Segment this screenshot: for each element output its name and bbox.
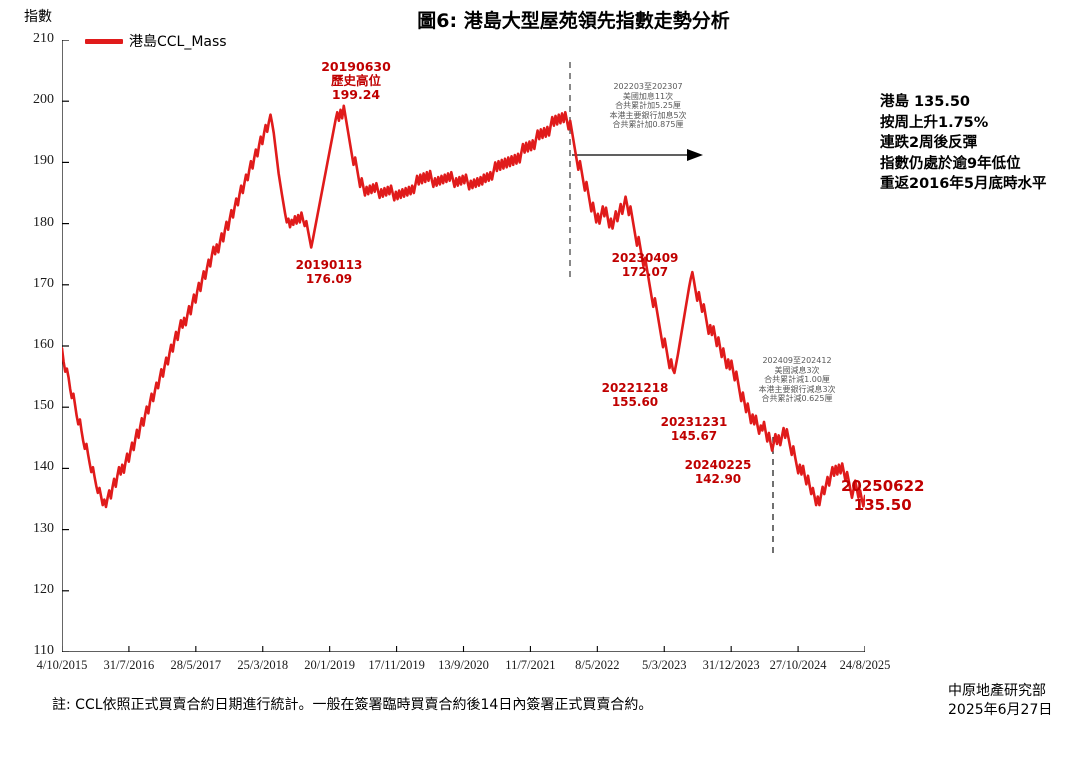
- annotation-line: 20231231: [660, 415, 728, 429]
- x-axis-tick-label: 11/7/2021: [505, 658, 556, 672]
- point-annotation-p2019: 20190113 176.09: [296, 258, 363, 286]
- summary-line: 按周上升1.75%: [880, 114, 989, 131]
- y-axis-tick-label: 110: [33, 643, 54, 658]
- x-axis-tick-label: 31/7/2016: [103, 658, 155, 672]
- y-axis-ticks: [62, 40, 69, 652]
- policy-note-line: 合共累計減1.00厘: [764, 375, 830, 385]
- point-annotation-p2022: 20221218 155.60: [602, 381, 669, 409]
- annotation-line: 20250622: [841, 477, 925, 495]
- legend-series-label: 港島CCL_Mass: [129, 34, 227, 50]
- page-title: 圖6: 港島大型屋苑領先指數走勢分析: [417, 10, 730, 32]
- annotation-line: 20230409: [611, 251, 679, 265]
- series-line-hk-ccl-mass: [62, 104, 865, 509]
- x-axis-tick-label: 31/12/2023: [702, 658, 760, 672]
- y-axis-tick-label: 210: [33, 31, 54, 46]
- policy-note-line: 美國減息3次: [774, 365, 820, 375]
- y-axis-tick-label: 200: [33, 92, 54, 108]
- x-axis-ticks: [62, 646, 865, 652]
- annotation-line: 20240225: [684, 458, 752, 472]
- point-annotation-p2023: 20230409 172.07: [612, 251, 679, 279]
- policy-note-line: 合共累計減0.625厘: [761, 394, 833, 404]
- annotation-line: 歷史高位: [330, 73, 381, 88]
- y-axis-tick-label: 150: [33, 398, 54, 414]
- point-annotation-latest: 20250622 135.50: [841, 477, 925, 515]
- annotation-line: 199.24: [331, 87, 381, 102]
- footnote: 註: CCL依照正式買賣合約日期進行統計。一般在簽署臨時買賣合約後14日內簽署正…: [52, 697, 653, 713]
- x-axis-tick-label: 25/3/2018: [237, 658, 289, 672]
- chart-legend: 港島CCL_Mass: [85, 31, 227, 51]
- x-axis-tick-label: 17/11/2019: [368, 658, 425, 672]
- policy-note-line: 合共累計加0.875厘: [612, 120, 684, 130]
- legend-color-swatch: [85, 38, 123, 44]
- source-date: 2025年6月27日: [948, 702, 1053, 718]
- x-axis-tick-label: 28/5/2017: [170, 658, 222, 672]
- annotation-line: 135.50: [853, 496, 912, 514]
- summary-line: 港島 135.50: [880, 94, 971, 110]
- y-axis-tick-label: 190: [33, 153, 54, 169]
- source-credit: 中原地產研究部 2025年6月27日: [948, 682, 1052, 720]
- summary-panel: 港島 135.50 按周上升1.75% 連跌2周後反彈指數仍處於逾9年低位重返201…: [880, 92, 1046, 195]
- x-axis-tick-label: 4/10/2015: [36, 658, 88, 672]
- x-axis-tick-label: 13/9/2020: [438, 658, 489, 672]
- rate-hike-marker: [569, 62, 703, 280]
- y-axis-tick-label: 170: [33, 275, 54, 291]
- annotation-line: 155.60: [611, 395, 659, 409]
- policy-note-line: 本港主要銀行加息5次: [609, 110, 687, 120]
- summary-line: 指數仍處於逾9年低位: [880, 155, 1021, 172]
- annotation-line: 20221218: [601, 381, 669, 395]
- annotation-line: 145.67: [670, 429, 718, 443]
- annotation-line: 20190113: [295, 258, 363, 272]
- y-axis-tick-label: 180: [33, 214, 54, 230]
- policy-note-cut-cycle: 202409至202412 美國減息3次 合共累計減1.00厘 本港主要銀行減息3次合…: [758, 356, 835, 404]
- x-axis-tick-label: 5/3/2023: [642, 658, 687, 672]
- annotation-line: 142.90: [694, 472, 742, 486]
- policy-note-line: 本港主要銀行減息3次: [758, 384, 836, 394]
- annotation-line: 176.09: [305, 272, 353, 286]
- chart-canvas: [62, 40, 865, 652]
- policy-note-line: 合共累計加5.25厘: [615, 101, 681, 111]
- y-axis-tick-label: 160: [33, 337, 54, 352]
- point-annotation-p2024: 20240225 142.90: [685, 458, 752, 486]
- x-axis-tick-label: 8/5/2022: [575, 658, 620, 672]
- axis-lines: [62, 40, 865, 652]
- policy-note-line: 202203至202307: [613, 82, 683, 91]
- source-org: 中原地產研究部: [948, 683, 1046, 699]
- annotation-line: 172.07: [621, 265, 669, 279]
- y-axis-tick-label: 130: [33, 520, 54, 536]
- plot-area: [62, 40, 865, 652]
- point-annotation-p2023e: 20231231 145.67: [661, 415, 728, 443]
- x-axis-tick-label: 27/10/2024: [769, 658, 827, 672]
- policy-note-line: 美國加息11次: [622, 91, 674, 101]
- summary-line: 重返2016年5月底時水平: [880, 176, 1047, 192]
- policy-note-hike-cycle: 202203至202307 美國加息11次 合共累計加5.25厘 本港主要銀行加息5次…: [609, 82, 686, 130]
- x-axis-tick-label: 24/8/2025: [839, 658, 891, 672]
- y-axis-tick-label: 140: [33, 459, 54, 475]
- policy-note-line: 202409至202412: [762, 356, 832, 365]
- summary-line: 連跌2周後反彈: [880, 135, 978, 151]
- x-axis-tick-label: 20/1/2019: [304, 658, 356, 672]
- y-axis-tick-label: 120: [33, 581, 54, 597]
- annotation-line: 20190630: [321, 59, 391, 74]
- point-annotation-peak: 20190630 歷史高位 199.24: [321, 60, 391, 102]
- y-axis-title: 指數: [24, 9, 52, 25]
